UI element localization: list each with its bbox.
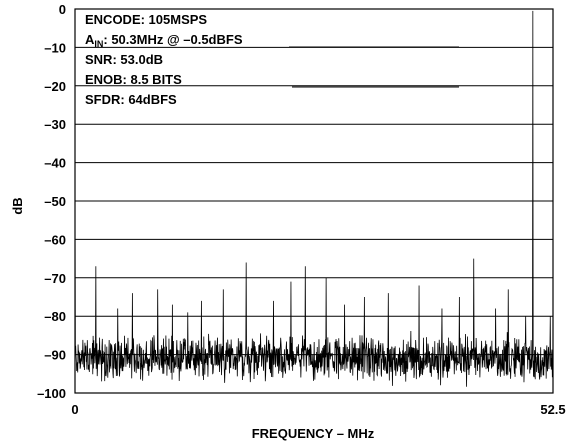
annotation-box: ENCODE: 105MSPS AIN: 50.3MHz @ –0.5dBFS … [85,12,459,107]
y-tick-label: 0 [59,2,66,17]
x-tick-label: 0 [71,402,78,417]
y-tick-label: –30 [44,117,66,132]
annotation-snr: SNR: 53.0dB [85,52,163,67]
y-axis-title: dB [10,197,25,214]
y-tick-label: –60 [44,232,66,247]
spectrum-line [74,10,554,387]
y-tick-label: –40 [44,156,66,171]
x-axis-title: FREQUENCY – MHz [252,426,375,441]
y-tick-label: –70 [44,271,66,286]
annotation-ain: AIN: 50.3MHz @ –0.5dBFS [85,32,243,49]
y-tick-label: –80 [44,309,66,324]
y-tick-labels: 0 –10 –20 –30 –40 –50 –60 –70 –80 –90 –100 [37,2,66,401]
plot-frame [74,8,554,394]
annotation-sfdr: SFDR: 64dBFS [85,92,177,107]
y-tick-label: –50 [44,194,66,209]
x-tick-labels: 0 52.5 [71,402,565,417]
annotation-enob: ENOB: 8.5 BITS [85,72,182,87]
y-tick-label: –10 [44,40,66,55]
y-tick-label: –20 [44,79,66,94]
annotation-encode: ENCODE: 105MSPS [85,12,207,27]
y-tick-label: –90 [44,348,66,363]
x-tick-label: 52.5 [540,402,565,417]
y-tick-label: –100 [37,386,66,401]
spectrum-trace [74,10,554,387]
